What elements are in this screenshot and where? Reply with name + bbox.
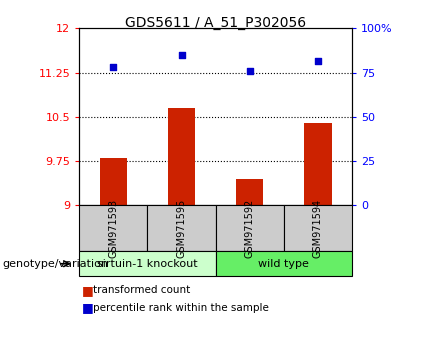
Text: GSM971595: GSM971595	[176, 199, 187, 258]
Bar	[236, 179, 264, 205]
Text: GSM971592: GSM971592	[245, 199, 255, 258]
Bar	[99, 158, 127, 205]
Text: genotype/variation: genotype/variation	[2, 259, 108, 269]
Point	[246, 68, 253, 74]
Text: ■: ■	[81, 284, 93, 297]
Text: sirtuin-1 knockout: sirtuin-1 knockout	[97, 259, 198, 269]
Text: transformed count: transformed count	[93, 285, 191, 295]
Point	[315, 58, 322, 64]
Bar	[304, 123, 332, 205]
Text: GSM971593: GSM971593	[108, 199, 118, 258]
Text: GDS5611 / A_51_P302056: GDS5611 / A_51_P302056	[125, 16, 306, 30]
Point	[110, 64, 117, 69]
Bar	[168, 108, 195, 205]
Text: percentile rank within the sample: percentile rank within the sample	[93, 303, 269, 313]
Point	[178, 52, 185, 58]
Text: GSM971594: GSM971594	[313, 199, 323, 258]
Text: wild type: wild type	[258, 259, 309, 269]
Text: ■: ■	[81, 302, 93, 314]
